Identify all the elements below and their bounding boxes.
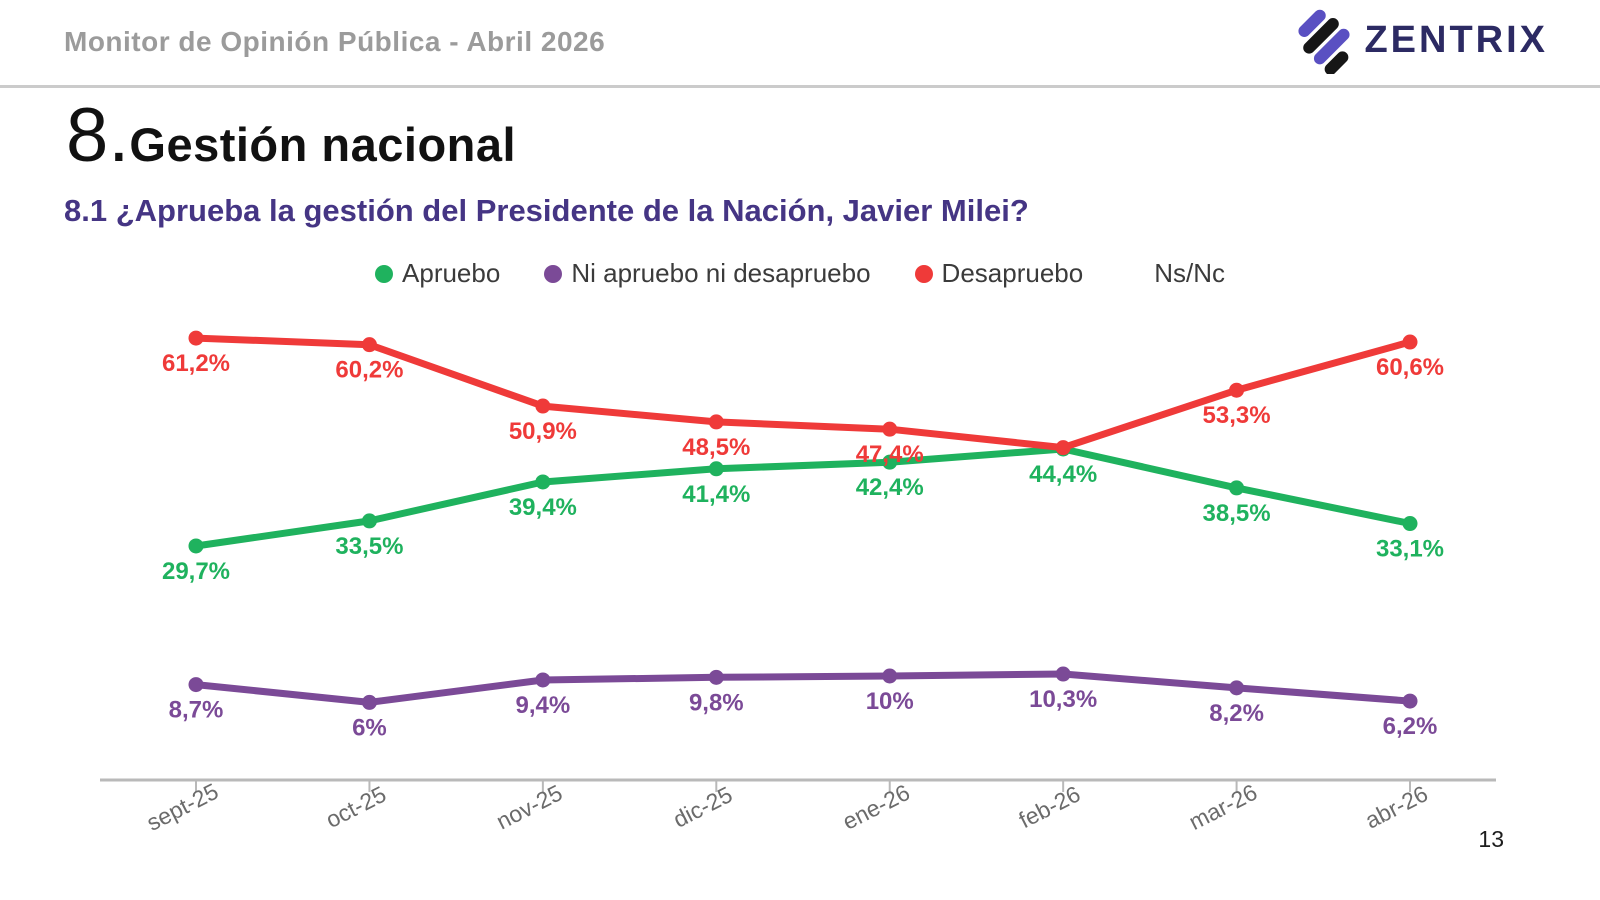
x-tick-label: nov-25 — [492, 779, 566, 834]
x-tick-label: sept-25 — [142, 778, 222, 836]
data-label: 41,4% — [682, 481, 750, 508]
x-tick-label: feb-26 — [1015, 780, 1085, 833]
zentrix-logo: ZENTRIX — [1292, 6, 1548, 74]
series-line — [192, 445, 1414, 550]
data-label: 33,1% — [1376, 536, 1444, 563]
data-label: 33,5% — [335, 533, 403, 560]
approval-chart: sept-25 oct-25 nov-25 dic-25 ene-26 feb-26 mar… — [100, 330, 1496, 836]
legend-label: Ni apruebo ni desapruebo — [571, 258, 871, 288]
x-tick-label: ene-26 — [838, 779, 914, 835]
legend-label: Ns/Nc — [1154, 258, 1225, 288]
data-label: 38,5% — [1203, 500, 1271, 527]
data-point — [882, 454, 898, 470]
x-tick-label: mar-26 — [1185, 779, 1262, 835]
data-label: 10% — [866, 688, 914, 715]
data-point — [535, 398, 551, 414]
header: Monitor de Opinión Pública - Abril 2026 … — [0, 0, 1600, 88]
data-label: 53,3% — [1203, 402, 1271, 429]
data-point — [1055, 440, 1071, 456]
data-label: 60,2% — [335, 357, 403, 384]
x-tick-label: dic-25 — [669, 781, 737, 833]
data-label: 50,9% — [509, 418, 577, 445]
data-point — [361, 694, 377, 710]
legend-item: Ns/Nc — [1127, 258, 1225, 289]
data-label: 39,4% — [509, 494, 577, 521]
data-label: 10,3% — [1029, 686, 1097, 713]
data-point — [708, 414, 724, 430]
data-point — [188, 330, 204, 346]
legend-label: Apruebo — [402, 258, 501, 288]
zentrix-logo-icon — [1298, 9, 1350, 74]
data-point — [361, 513, 377, 529]
legend-label: Desapruebo — [941, 258, 1084, 288]
legend-item: Apruebo — [375, 258, 500, 289]
data-label: 47,4% — [856, 441, 924, 468]
data-label: 29,7% — [162, 558, 230, 585]
data-point — [188, 677, 204, 693]
legend-marker — [914, 264, 933, 283]
data-point — [361, 337, 377, 353]
data-point — [188, 538, 204, 554]
data-point — [1229, 382, 1245, 398]
data-point — [535, 474, 551, 490]
series-line — [192, 670, 1414, 706]
question-title: 8.1 ¿Aprueba la gestión del Presidente d… — [64, 193, 1029, 228]
section-number: 8. — [66, 93, 130, 178]
legend-marker — [375, 264, 394, 283]
legend-item: Desapruebo — [914, 258, 1084, 289]
legend-marker — [544, 264, 563, 283]
data-point — [1229, 480, 1245, 496]
data-label: 9,8% — [689, 689, 744, 716]
data-label: 6% — [352, 714, 387, 741]
zentrix-logo-text: ZENTRIX — [1364, 18, 1548, 61]
data-label: 8,7% — [169, 697, 224, 724]
data-point — [1402, 334, 1418, 350]
data-label: 6,2% — [1383, 713, 1438, 740]
page-number: 13 — [1478, 826, 1504, 852]
data-label: 48,5% — [682, 434, 750, 461]
section-title-text: Gestión nacional — [129, 118, 517, 171]
data-point — [708, 669, 724, 685]
data-label: 44,4% — [1029, 461, 1097, 488]
data-point — [535, 672, 551, 688]
data-label: 61,2% — [162, 350, 230, 377]
chart-legend: Apruebo Ni apruebo ni desapruebo Desaprueb… — [50, 258, 1550, 289]
data-point — [708, 461, 724, 477]
section-heading: 8. Gestión nacional — [66, 98, 516, 174]
data-label: 8,2% — [1209, 700, 1264, 727]
data-point — [1402, 693, 1418, 709]
x-tick-label: oct-25 — [321, 781, 390, 833]
data-point — [882, 668, 898, 684]
data-point — [1055, 666, 1071, 682]
data-label: 9,4% — [516, 692, 571, 719]
data-label: 60,6% — [1376, 354, 1444, 381]
series-line — [192, 334, 1414, 452]
legend-item: Ni apruebo ni desapruebo — [544, 258, 871, 289]
header-title: Monitor de Opinión Pública - Abril 2026 — [64, 26, 606, 57]
data-label: 42,4% — [856, 474, 924, 501]
data-point — [882, 421, 898, 437]
data-point — [1402, 516, 1418, 532]
x-tick-label: abr-26 — [1361, 780, 1432, 833]
data-point — [1229, 680, 1245, 696]
